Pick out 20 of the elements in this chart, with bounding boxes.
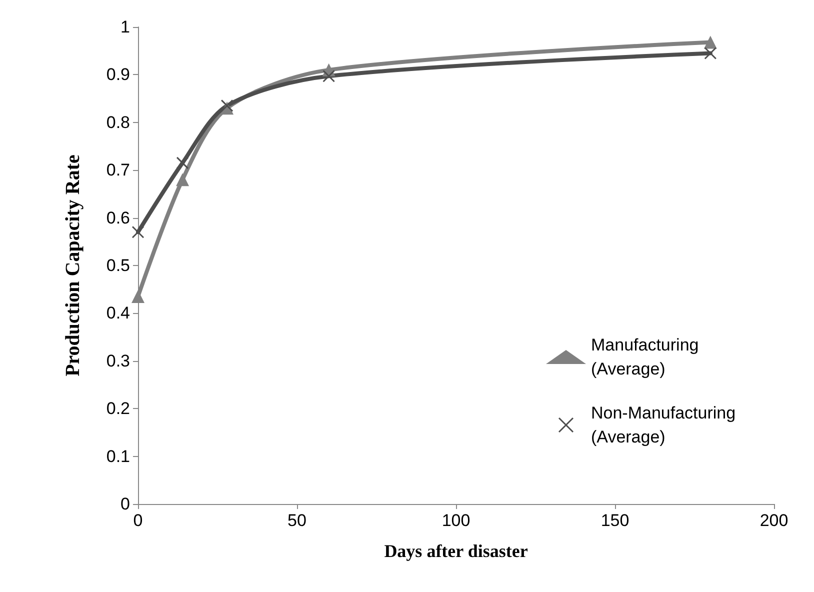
y-tick-label: 0.3 [106, 351, 130, 370]
y-tick-label: 1 [120, 18, 130, 36]
y-tick-label: 0.6 [106, 208, 130, 228]
x-axis-title: Days after disaster [384, 541, 528, 561]
x-tick-label: 0 [133, 511, 143, 530]
y-tick-label: 0.8 [106, 112, 130, 132]
y-tick-label: 0.4 [106, 304, 130, 323]
x-tick-label: 50 [288, 511, 306, 530]
y-tick-label: 0.1 [106, 446, 130, 466]
x-tick-label: 100 [442, 511, 470, 530]
y-tick-label: 0 [120, 494, 130, 514]
legend-label: Non-Manufacturing (Average) [591, 404, 740, 446]
x-tick-label: 150 [600, 511, 630, 530]
y-tick-label: 0.9 [106, 65, 130, 84]
y-tick-label: 0.2 [106, 399, 130, 418]
y-tick-label: 0.5 [106, 256, 130, 275]
legend-label: Manufacturing (Average) [591, 336, 704, 378]
y-tick-label: 0.7 [106, 160, 130, 180]
x-tick-label: 200 [760, 511, 788, 530]
y-axis-title: Production Capacity Rate [62, 154, 84, 376]
